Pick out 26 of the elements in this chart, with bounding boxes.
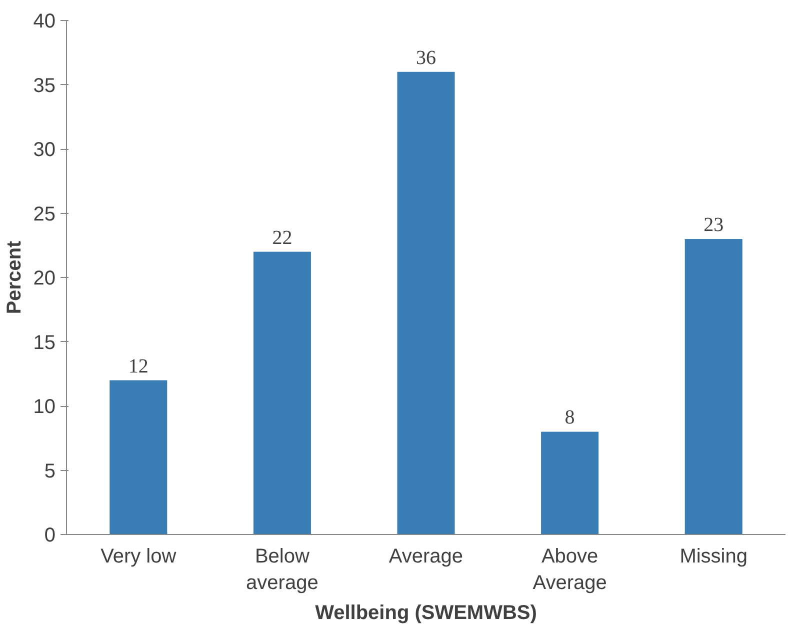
data-label: 22 <box>272 226 292 249</box>
x-tick-label: Below average <box>246 546 318 594</box>
bar <box>253 252 311 534</box>
bar <box>541 432 599 534</box>
bar <box>110 380 168 534</box>
y-tick-label: 10 <box>33 396 56 418</box>
data-label: 23 <box>704 214 724 236</box>
x-tick-label: Above Average <box>532 546 607 594</box>
x-tick-label: Missing <box>680 546 748 568</box>
y-tick-label: 40 <box>33 10 56 32</box>
y-tick-label: 20 <box>33 268 56 290</box>
data-label: 8 <box>564 406 575 429</box>
y-tick-label: 5 <box>44 460 56 482</box>
bar <box>397 72 455 534</box>
y-tick-label: 15 <box>33 332 56 354</box>
x-axis-title: Wellbeing (SWEMWBS) <box>315 602 537 624</box>
y-tick-label: 0 <box>44 524 56 546</box>
y-tick-label: 25 <box>33 203 56 226</box>
y-tick-label: 30 <box>33 139 56 161</box>
y-tick-label: 35 <box>33 74 56 97</box>
x-tick-label: Average <box>388 546 464 568</box>
bar <box>684 238 742 534</box>
data-label: 36 <box>416 46 436 69</box>
data-label: 12 <box>128 355 148 378</box>
y-axis-title: Percent <box>3 240 26 314</box>
x-tick-label: Very low <box>100 546 177 568</box>
